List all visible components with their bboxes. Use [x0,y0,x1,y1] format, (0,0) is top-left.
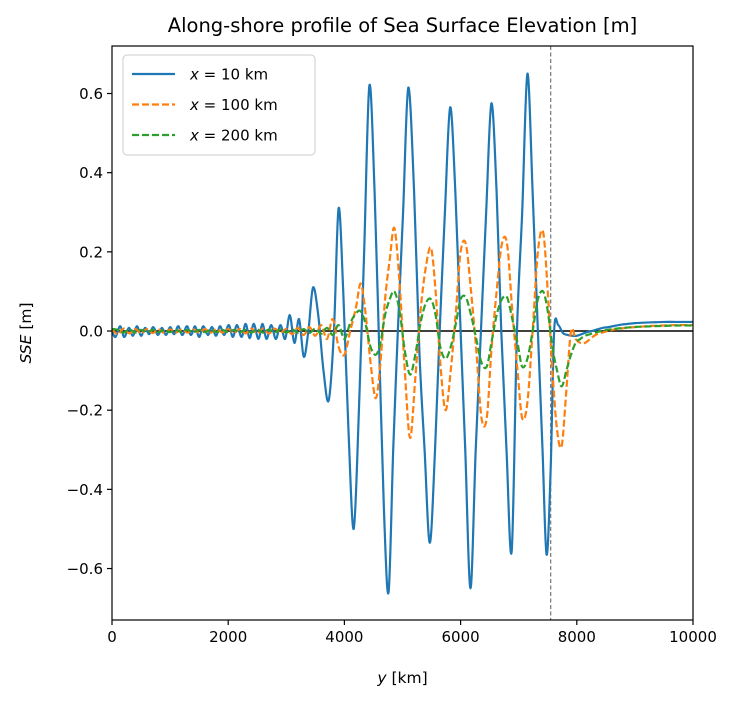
y-axis-title-group: SSE [m] [17,302,35,363]
axes-frame [111,45,694,621]
chart-title: Along-shore profile of Sea Surface Eleva… [168,14,637,37]
x-tick-label: 2000 [209,628,247,646]
y-tick-label: −0.4 [67,481,103,499]
plot-lines [112,46,693,620]
series-line-3 [112,289,693,388]
y-tick-label: 0.6 [79,85,103,103]
x-axis-title: y [km] [376,669,427,687]
x-tick-label: 4000 [325,628,363,646]
series-line-2 [112,226,693,449]
legend-label-value: = 10 km [199,66,268,84]
x-tick-label: 10000 [669,628,717,646]
legend-box [122,54,316,156]
legend: x = 10 kmx = 100 kmx = 200 km [122,54,316,156]
y-tick-label: 0.4 [79,164,103,182]
y-tick-label: −0.6 [67,560,103,578]
legend-label-1: x = 10 km [189,66,268,84]
x-axis-title-math: y [376,669,387,687]
y-axis-title: SSE [m] [17,302,35,363]
x-tick-label: 8000 [558,628,596,646]
series-line-1 [112,72,693,595]
x-axis-title-unit: [km] [387,669,428,687]
legend-label-3: x = 200 km [189,127,278,145]
legend-label-math: x [189,96,199,114]
legend-label-value: = 200 km [199,127,278,145]
legend-label-math: x [189,66,199,84]
y-tick-label: −0.2 [67,402,103,420]
y-axis-title-unit: [m] [17,302,35,334]
x-tick-label: 6000 [442,628,480,646]
plot-area: 0 2000 4000 6000 8000 10000 −0.6 −0.4 −0.2 0.0 0.2… [67,45,717,646]
legend-label-math: x [189,127,199,145]
x-tick-label: 0 [107,628,117,646]
legend-label-2: x = 100 km [189,96,278,114]
y-axis-title-math: SSE [17,334,35,363]
y-tick-label: 0.2 [79,243,103,261]
y-tick-label: 0.0 [79,323,103,341]
legend-label-value: = 100 km [199,96,278,114]
